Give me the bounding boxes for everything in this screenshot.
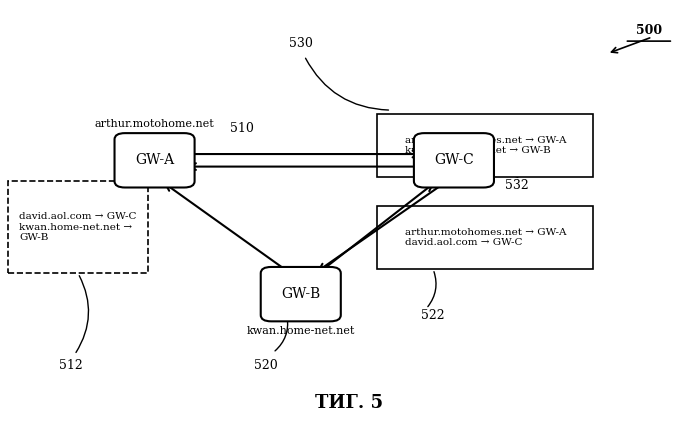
Text: GW-C: GW-C bbox=[434, 153, 474, 167]
Text: 510: 510 bbox=[230, 123, 254, 136]
Text: arthur.motohome.net: arthur.motohome.net bbox=[94, 119, 215, 129]
Text: 500: 500 bbox=[636, 24, 662, 37]
Text: arthur.motohomes.net → GW-A
kwan.home-net.net → GW-B: arthur.motohomes.net → GW-A kwan.home-ne… bbox=[405, 136, 566, 155]
FancyBboxPatch shape bbox=[261, 267, 341, 321]
Text: arthur.motohomes.net → GW-A
david.aol.com → GW-C: arthur.motohomes.net → GW-A david.aol.co… bbox=[405, 228, 566, 248]
Text: david.aol.com: david.aol.com bbox=[415, 119, 493, 129]
Text: GW-B: GW-B bbox=[281, 287, 320, 301]
Text: kwan.home-net.net: kwan.home-net.net bbox=[247, 325, 355, 336]
FancyBboxPatch shape bbox=[115, 133, 194, 187]
Text: 530: 530 bbox=[289, 37, 312, 50]
Text: GW-A: GW-A bbox=[135, 153, 174, 167]
Text: david.aol.com → GW-C
kwan.home-net.net →
GW-B: david.aol.com → GW-C kwan.home-net.net →… bbox=[20, 212, 137, 242]
Text: ΤИГ. 5: ΤИГ. 5 bbox=[315, 394, 384, 412]
FancyBboxPatch shape bbox=[377, 115, 593, 177]
FancyBboxPatch shape bbox=[8, 181, 147, 273]
FancyBboxPatch shape bbox=[414, 133, 494, 187]
FancyBboxPatch shape bbox=[377, 206, 593, 269]
Text: 520: 520 bbox=[254, 359, 278, 372]
Text: 522: 522 bbox=[421, 309, 445, 322]
Text: 532: 532 bbox=[505, 179, 528, 192]
Text: 512: 512 bbox=[59, 359, 83, 372]
